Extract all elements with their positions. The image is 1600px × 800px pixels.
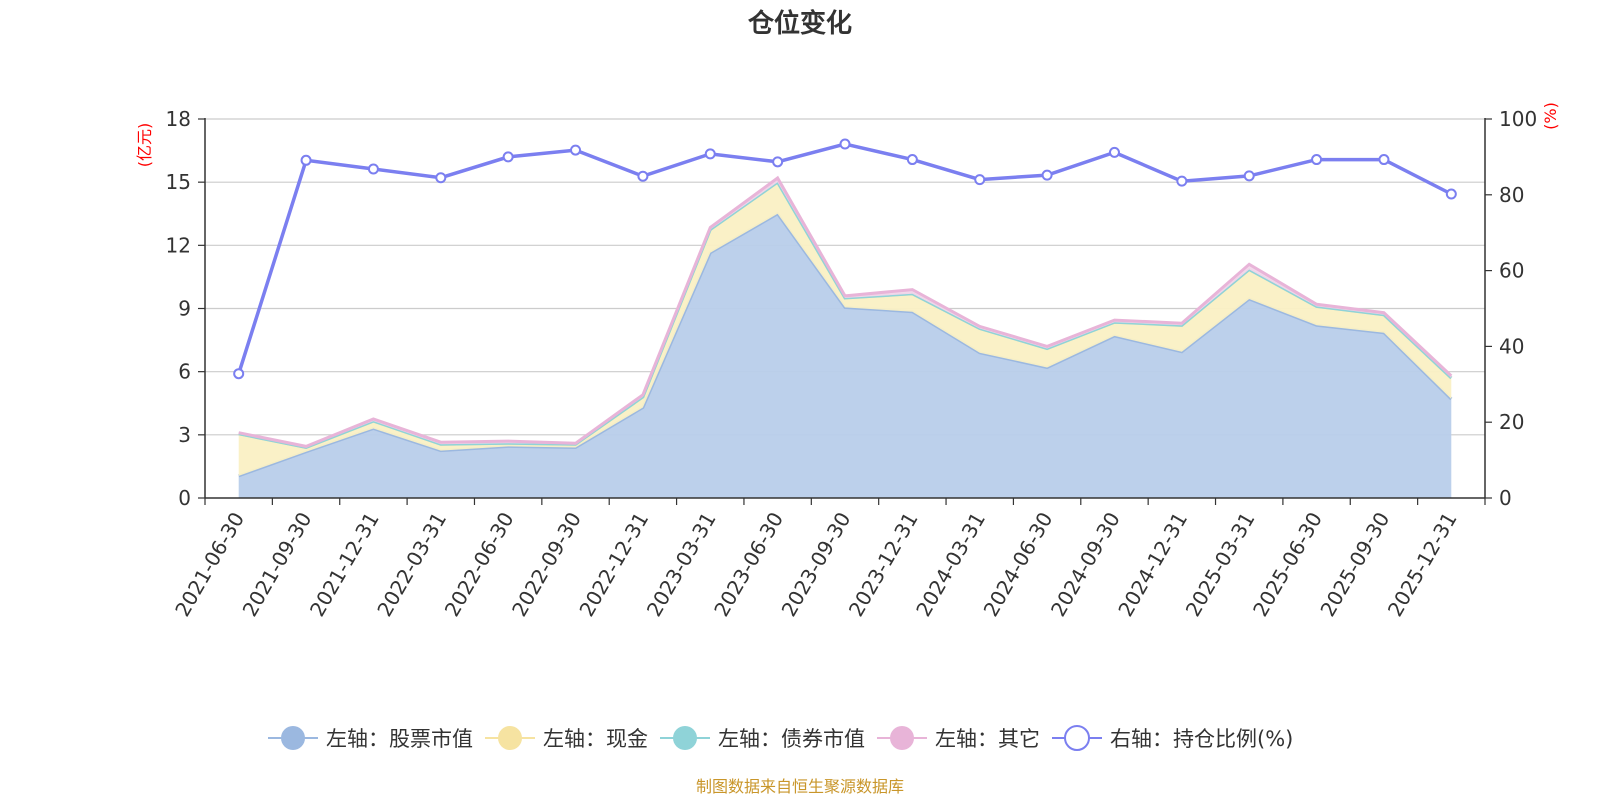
left-axis-unit: (亿元) xyxy=(135,123,154,168)
left-tick-label: 18 xyxy=(166,107,191,131)
legend-label: 左轴：股票市值 xyxy=(326,727,473,751)
legend-marker xyxy=(1064,725,1090,751)
x-tick-label: 2022-09-30 xyxy=(507,508,586,621)
x-tick-label: 2021-12-31 xyxy=(305,508,384,621)
x-tick-label: 2023-03-31 xyxy=(642,508,721,621)
left-tick-label: 3 xyxy=(178,423,191,447)
area-左轴：现金 xyxy=(238,182,1452,476)
x-tick-label: 2025-03-31 xyxy=(1181,508,1260,621)
ratio-point xyxy=(1445,188,1457,200)
data-source-note: 制图数据来自恒生聚源数据库 xyxy=(696,777,904,796)
ratio-point xyxy=(300,154,312,166)
ratio-point xyxy=(839,138,851,150)
right-tick-label: 100 xyxy=(1499,107,1537,131)
x-tick-label: 2024-12-31 xyxy=(1113,508,1192,621)
left-tick-label: 6 xyxy=(178,360,191,384)
right-axis-unit: (%) xyxy=(1541,102,1560,130)
ratio-point xyxy=(906,154,918,166)
legend: 左轴：股票市值 左轴：现金 左轴：债券市值 左轴：其它 右轴：持仓比例(%) xyxy=(268,725,1293,751)
legend-marker xyxy=(498,726,522,750)
ratio-point xyxy=(1176,175,1188,187)
x-tick-label: 2025-12-31 xyxy=(1383,508,1462,621)
x-tick-label: 2021-06-30 xyxy=(170,508,249,621)
left-tick-label: 9 xyxy=(178,297,191,321)
right-tick-label: 20 xyxy=(1499,410,1524,434)
x-tick-label: 2022-03-31 xyxy=(372,508,451,621)
x-tick-label: 2024-09-30 xyxy=(1046,508,1125,621)
legend-item[interactable]: 右轴：持仓比例(%) xyxy=(1052,725,1293,751)
ratio-point xyxy=(367,163,379,175)
ratio-point xyxy=(1108,146,1120,158)
ratio-line xyxy=(233,138,1457,380)
stacked-areas xyxy=(238,175,1453,499)
x-tick-label: 2022-12-31 xyxy=(574,508,653,621)
legend-label: 右轴：持仓比例(%) xyxy=(1110,727,1293,751)
x-tick-label: 2025-09-30 xyxy=(1315,508,1394,621)
legend-marker xyxy=(281,726,305,750)
legend-label: 左轴：其它 xyxy=(935,727,1040,751)
ratio-point xyxy=(570,144,582,156)
ratio-point xyxy=(704,148,716,160)
ratio-point xyxy=(1041,169,1053,181)
legend-label: 左轴：债券市值 xyxy=(718,727,865,751)
x-tick-label: 2021-09-30 xyxy=(238,508,317,621)
x-tick-label: 2023-09-30 xyxy=(776,508,855,621)
ratio-point xyxy=(1243,170,1255,182)
area-左轴：股票市值 xyxy=(238,213,1452,499)
ratio-point xyxy=(435,172,447,184)
x-tick-label: 2024-06-30 xyxy=(979,508,1058,621)
x-tick-label: 2024-03-31 xyxy=(911,508,990,621)
x-tick-label: 2022-06-30 xyxy=(440,508,519,621)
legend-marker xyxy=(673,726,697,750)
ratio-point xyxy=(772,156,784,168)
x-tick-label: 2023-12-31 xyxy=(844,508,923,621)
ratio-point xyxy=(502,151,514,163)
left-tick-label: 0 xyxy=(178,486,191,510)
legend-item[interactable]: 左轴：现金 xyxy=(485,726,648,751)
left-tick-label: 15 xyxy=(166,170,191,194)
legend-item[interactable]: 左轴：股票市值 xyxy=(268,726,473,751)
legend-marker xyxy=(890,726,914,750)
right-tick-label: 0 xyxy=(1499,486,1512,510)
chart-title: 仓位变化 xyxy=(747,8,852,39)
ratio-point xyxy=(974,174,986,186)
area-line-左轴：其它 xyxy=(238,175,1453,448)
right-tick-label: 40 xyxy=(1499,334,1524,358)
ratio-point xyxy=(233,368,245,380)
legend-item[interactable]: 左轴：债券市值 xyxy=(660,726,865,751)
left-tick-label: 12 xyxy=(166,233,191,257)
right-tick-label: 80 xyxy=(1499,183,1524,207)
ratio-point xyxy=(1311,154,1323,166)
x-tick-label: 2023-06-30 xyxy=(709,508,788,621)
ratio-point xyxy=(1378,154,1390,166)
x-tick-label: 2025-06-30 xyxy=(1248,508,1327,621)
legend-item[interactable]: 左轴：其它 xyxy=(877,726,1040,751)
legend-label: 左轴：现金 xyxy=(543,727,648,751)
right-tick-label: 60 xyxy=(1499,259,1524,283)
ratio-point xyxy=(637,170,649,182)
